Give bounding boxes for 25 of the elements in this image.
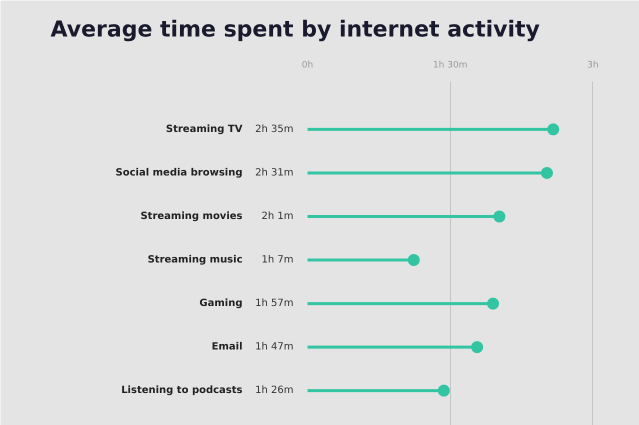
point [408,254,420,266]
x-tick-label: 0h [302,60,314,70]
point [540,166,553,179]
data-label: 1h 7m [262,254,294,266]
point [493,210,506,222]
y-tick-label: Email [212,342,243,353]
y-tick-label: Gaming [199,298,243,310]
data-label: 2h 1m [262,210,294,222]
y-tick-label: Streaming music [148,254,243,266]
y-tick-label: Streaming TV [166,124,243,135]
point [438,384,450,397]
point [471,341,484,354]
chart-title: Average time spent by internet activity [50,18,540,42]
y-tick-label: Social media browsing [116,167,243,178]
data-label: 1h 26m [255,385,294,396]
data-label: 2h 35m [255,124,294,135]
point [547,123,560,136]
data-label: 1h 47m [255,342,294,353]
x-tick-label: 3h [587,60,599,70]
data-label: 1h 57m [255,298,294,310]
y-tick-label: Listening to podcasts [121,385,243,396]
data-label: 2h 31m [255,167,294,178]
y-tick-label: Streaming movies [140,210,243,222]
x-tick-label: 1h 30m [432,60,468,70]
point [487,298,500,310]
